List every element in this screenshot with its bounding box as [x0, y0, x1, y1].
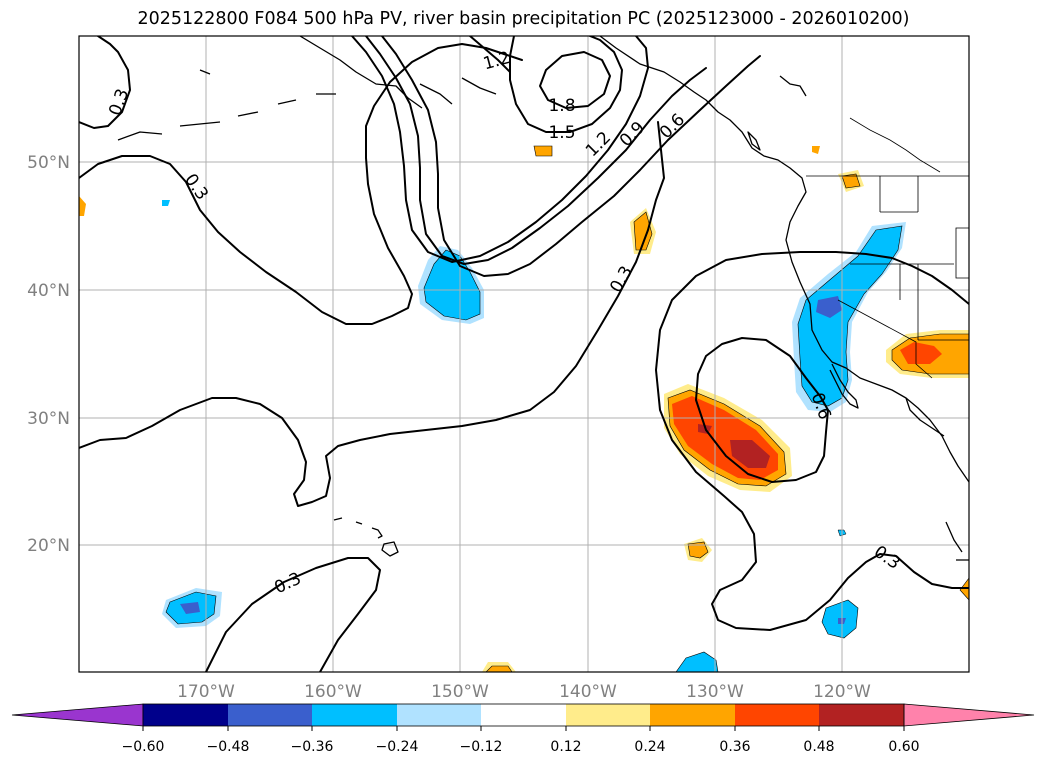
contour-labels: 0.3 0.3 0.3 0.3 0.3 0.6 0.6 0.9 1.2 1.2 … [105, 48, 903, 598]
colorbar-segment [819, 704, 904, 726]
us-state-borders [837, 176, 969, 379]
lat-label-40n: 40°N [27, 281, 70, 301]
colorbar-tick-label: 0.48 [803, 739, 834, 755]
map-frame [78, 35, 970, 673]
pv-0.9 [365, 36, 707, 265]
pv-0.3-south [205, 557, 381, 672]
colorbar-segment [143, 704, 228, 726]
colorbar-segment [397, 704, 481, 726]
gridlines [79, 36, 969, 672]
lon-label-170w: 170°W [177, 682, 235, 702]
colorbar-tick-label: −0.60 [122, 739, 165, 755]
precip-shading [79, 145, 969, 672]
precip-positive-bottom [485, 665, 513, 672]
pv-0.6-east [695, 337, 829, 483]
lon-label-130w: 130°W [686, 682, 744, 702]
colorbar-segment [481, 704, 566, 726]
figure-title: 2025122800 F084 500 hPa PV, river basin … [137, 9, 910, 29]
colorbar-segment [312, 704, 397, 726]
hawaii-islands [333, 517, 399, 557]
lat-label-30n: 30°N [27, 409, 70, 429]
latitude-labels: 50°N 40°N 30°N 20°N [27, 153, 70, 556]
colorbar-tick-label: 0.12 [550, 739, 581, 755]
map-plot-area: 0.3 0.3 0.3 0.3 0.3 0.6 0.6 0.9 1.2 1.2 … [79, 36, 969, 672]
longitude-labels: 170°W 160°W 150°W 140°W 130°W 120°W [177, 682, 871, 702]
contour-label-1.2-east: 1.2 [582, 128, 615, 161]
lon-label-150w: 150°W [431, 682, 489, 702]
contour-label-0.3-southeast: 0.3 [870, 542, 904, 574]
pv-1.5 [509, 36, 623, 133]
precip-dot-negative-north [162, 200, 170, 206]
precip-positive-alaska-gulf [533, 145, 553, 157]
colorbar-segment [566, 704, 650, 726]
contour-label-0.3-south: 0.3 [271, 569, 304, 599]
alaska-yukon-border [849, 117, 941, 173]
precip-positive-130w-core [730, 440, 770, 468]
precip-negative-california-core [797, 225, 903, 407]
haida-gwaii [747, 131, 761, 151]
precip-positive-west-edge [79, 196, 86, 216]
aleutian-islands [117, 69, 807, 141]
contour-label-1.8: 1.8 [548, 96, 575, 116]
precip-positive-140w [633, 211, 653, 251]
colorbar-extend-left [11, 703, 144, 727]
pv-0.3-east [655, 251, 969, 631]
contour-label-0.3-west: 0.3 [180, 170, 212, 204]
precip-negative-california-strong [816, 296, 842, 318]
mexico-coast [945, 521, 969, 561]
colorbar-frame [142, 703, 905, 727]
colorbar-tick-label: 0.36 [719, 739, 750, 755]
colorbar-tick-label: −0.24 [376, 739, 419, 755]
colorbar-segment [650, 704, 735, 726]
precip-positive-bc [841, 173, 861, 189]
pv-0.6-north [381, 36, 761, 277]
north-america-coast [299, 36, 969, 483]
colorbar-tick-label: −0.12 [460, 739, 503, 755]
colorbar-tick-label: 0.24 [634, 739, 665, 755]
pv-contours [79, 36, 969, 672]
pv-0.3-northwest [79, 36, 131, 129]
colorbar-extend-right [903, 703, 1035, 727]
precip-positive-arizona-core [900, 342, 942, 364]
colorbar-segment [735, 704, 819, 726]
contour-label-0.9: 0.9 [616, 118, 649, 151]
precip-negative-170w-strong [180, 602, 200, 614]
lon-label-140w: 140°W [559, 682, 617, 702]
political-borders [806, 117, 969, 379]
pv-1.2 [351, 36, 649, 263]
precip-negative-bottom-130w [675, 651, 719, 672]
colorbar-tick-label: −0.36 [291, 739, 334, 755]
colorbar-segment [228, 704, 312, 726]
pv-1.8 [539, 51, 611, 109]
baja-california [829, 363, 859, 409]
lon-label-120w: 120°W [813, 682, 871, 702]
lon-label-160w: 160°W [304, 682, 362, 702]
contour-label-1.5: 1.5 [548, 123, 575, 143]
lat-label-20n: 20°N [27, 536, 70, 556]
contour-label-0.6-north: 0.6 [656, 110, 689, 143]
pv-0.3-main [79, 43, 665, 507]
gulf-of-california [905, 397, 945, 437]
colorbar-tick-label: −0.48 [207, 739, 250, 755]
lat-label-50n: 50°N [27, 153, 70, 173]
colorbar-ticks [142, 726, 905, 731]
precip-positive-hawaii-east [687, 541, 709, 559]
precip-positive-dot-north [812, 146, 820, 154]
colorbar-tick-label: 0.60 [888, 739, 919, 755]
colorbar: −0.60 −0.48 −0.36 −0.24 −0.12 0.12 0.24 … [11, 703, 1035, 755]
coastlines [117, 36, 969, 561]
